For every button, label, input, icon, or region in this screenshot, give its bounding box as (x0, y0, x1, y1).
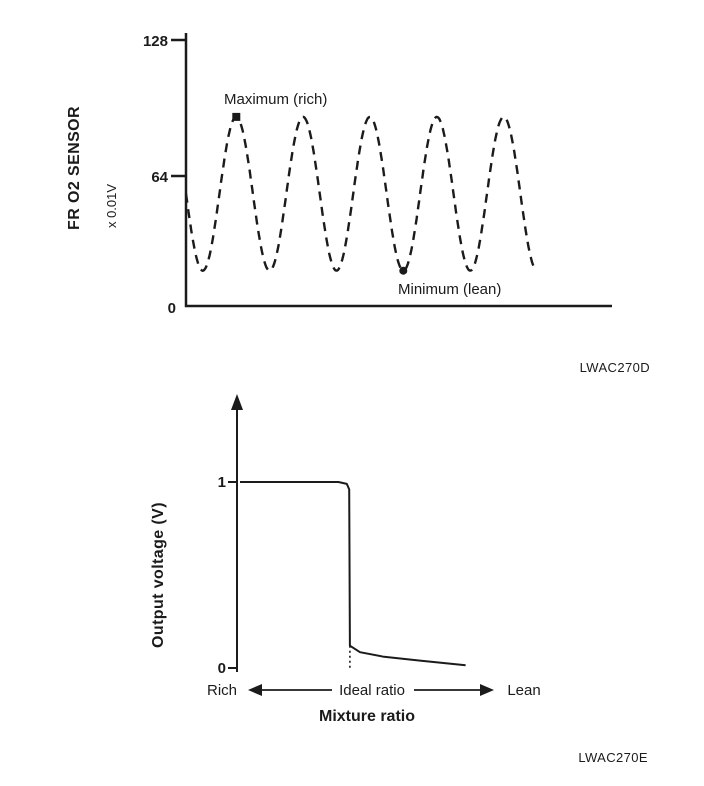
max-annotation: Maximum (rich) (224, 91, 327, 108)
y-axis-units: x 0.01V (104, 184, 119, 228)
left-arrow-icon (248, 684, 262, 696)
ytick-1: 1 (218, 474, 226, 491)
y-axis-title: FR O2 SENSOR (66, 106, 83, 230)
output-voltage-chart: Output voltage (V) 1 0 Rich Ideal ratio … (150, 394, 648, 765)
ytick-64: 64 (151, 169, 168, 186)
max-marker (232, 112, 241, 121)
min-annotation: Minimum (lean) (398, 281, 501, 298)
right-arrow-icon (480, 684, 494, 696)
ytick-0: 0 (168, 300, 176, 317)
x-annotation-lean: Lean (507, 682, 540, 699)
o2-sensor-waveform-figure: FR O2 SENSOR x 0.01V 128 64 0 Maximum (r… (0, 0, 704, 385)
y-axis-title: Output voltage (V) (150, 502, 167, 648)
o2-waveform (184, 115, 537, 272)
fr-o2-sensor-chart: FR O2 SENSOR x 0.01V 128 64 0 Maximum (r… (66, 33, 650, 375)
x-annotation-ideal-ratio: Ideal ratio (339, 682, 405, 699)
voltage-curve (240, 481, 466, 667)
output-voltage-figure: Output voltage (V) 1 0 Rich Ideal ratio … (0, 390, 704, 786)
ytick-128: 128 (143, 33, 168, 50)
axes (184, 33, 612, 308)
ytick-0: 0 (218, 660, 226, 677)
x-annotation-rich: Rich (207, 682, 237, 699)
x-axis-title: Mixture ratio (319, 708, 415, 725)
figure-code-lwac270d: LWAC270D (580, 360, 650, 375)
min-marker (399, 266, 408, 275)
figure-code-lwac270e: LWAC270E (578, 750, 648, 765)
y-axis-arrow-icon (231, 394, 243, 410)
